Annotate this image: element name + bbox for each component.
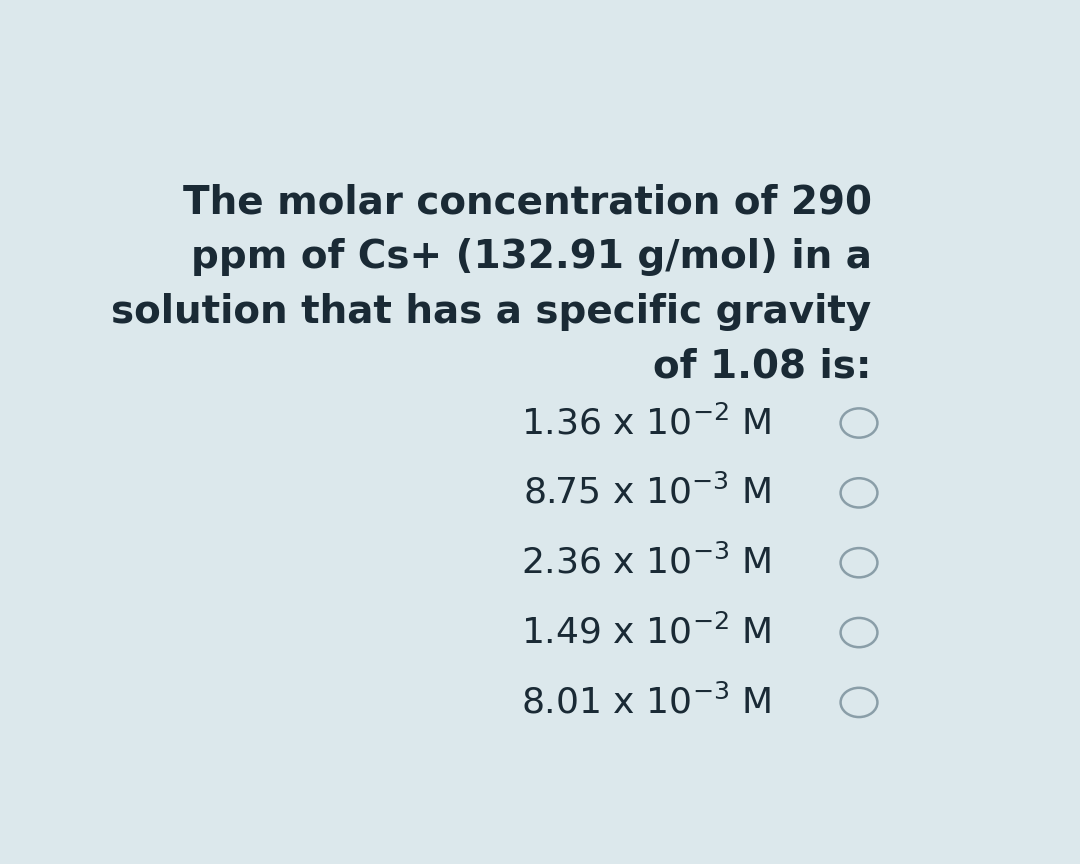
Text: 1.49 x 10$^{-2}$ M: 1.49 x 10$^{-2}$ M (521, 614, 771, 651)
Text: 1.36 x 10$^{-2}$ M: 1.36 x 10$^{-2}$ M (521, 405, 771, 442)
Circle shape (840, 409, 877, 438)
Circle shape (840, 548, 877, 577)
Circle shape (840, 618, 877, 647)
Circle shape (840, 479, 877, 507)
Text: 8.75 x 10$^{-3}$ M: 8.75 x 10$^{-3}$ M (524, 475, 771, 511)
Text: The molar concentration of 290
ppm of Cs+ (132.91 g/mol) in a
solution that has : The molar concentration of 290 ppm of Cs… (111, 183, 872, 385)
Text: 2.36 x 10$^{-3}$ M: 2.36 x 10$^{-3}$ M (521, 544, 771, 581)
Circle shape (840, 688, 877, 717)
Text: 8.01 x 10$^{-3}$ M: 8.01 x 10$^{-3}$ M (521, 684, 771, 721)
